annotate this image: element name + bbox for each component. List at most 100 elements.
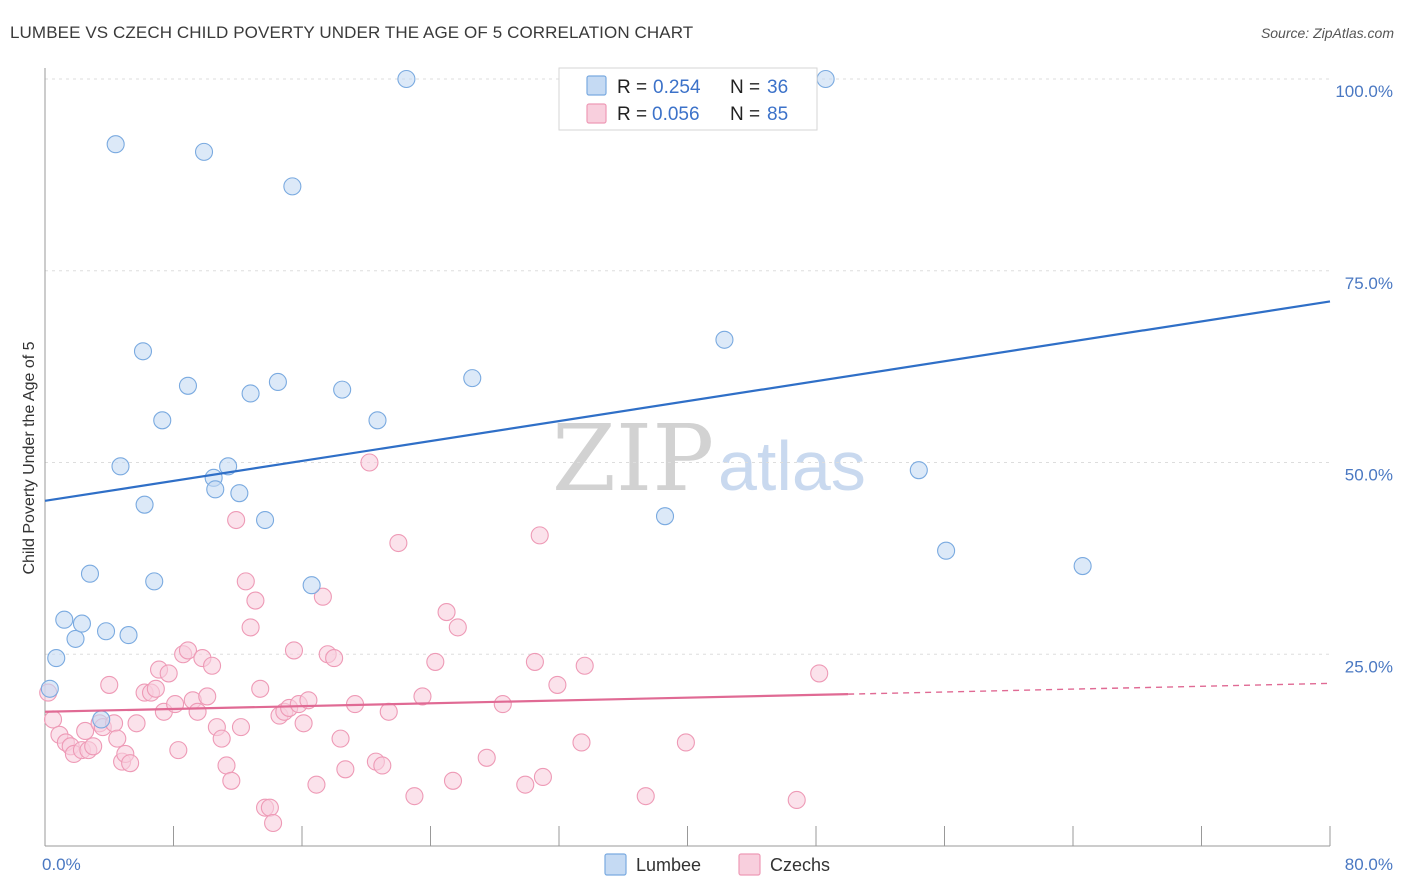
lumbee-point-2 [55, 610, 74, 629]
lumbee-point-21 [241, 384, 260, 403]
czech-point-69 [437, 603, 456, 622]
czech-point-14 [108, 729, 127, 748]
y-tick-label-3: 100.0% [1335, 82, 1393, 101]
legend-n-label-lumbee: N = [730, 77, 760, 98]
lumbee-point-6 [96, 622, 116, 641]
czech-point-35 [212, 729, 231, 748]
czech-point-38 [227, 510, 246, 530]
lumbee-point-14 [153, 411, 172, 430]
lumbee-point-34 [937, 541, 956, 560]
czech-point-70 [443, 771, 463, 790]
czech-point-78 [548, 675, 567, 694]
series-lumbee [40, 69, 1092, 729]
lumbee-point-35 [1073, 556, 1092, 576]
czech-point-65 [389, 533, 408, 553]
bottom-legend-label-lumbee: Lumbee [636, 855, 701, 875]
legend: R = 0.254 N = 36 R = 0.056 N = 85 [558, 67, 818, 131]
czech-point-18 [127, 714, 146, 733]
lumbee-point-29 [463, 369, 482, 388]
legend-swatch-czechs [586, 103, 607, 124]
legend-n-value-lumbee: 36 [767, 77, 788, 98]
czech-point-75 [525, 652, 544, 671]
czech-point-73 [493, 695, 512, 714]
trend-line-czechs [44, 693, 849, 713]
bottom-legend-swatch-czechs [738, 853, 761, 876]
czech-point-43 [251, 679, 270, 698]
trend-line-czechs-extension [848, 682, 1331, 695]
lumbee-point-10 [119, 626, 138, 645]
legend-r-value-lumbee: 0.254 [653, 77, 701, 98]
lumbee-point-13 [145, 572, 164, 591]
lumbee-point-28 [397, 69, 416, 89]
bottom-legend-label-czechs: Czechs [770, 855, 830, 875]
czech-point-66 [405, 787, 424, 806]
lumbee-point-33 [909, 461, 928, 480]
grid-lines [45, 78, 1330, 655]
czech-point-55 [313, 587, 332, 606]
czech-point-39 [231, 718, 251, 737]
x-tick-labels: 0.0% 80.0% [42, 855, 1393, 874]
lumbee-point-0 [40, 679, 59, 698]
legend-n-label-czechs: N = [730, 104, 760, 125]
x-ticks [44, 826, 1331, 846]
czech-point-58 [331, 729, 350, 748]
lumbee-point-1 [47, 649, 66, 668]
watermark-zip: ZIP [552, 405, 714, 512]
lumbee-point-5 [80, 564, 100, 583]
czech-point-81 [636, 787, 655, 806]
lumbee-point-9 [111, 457, 130, 476]
czech-point-26 [169, 741, 188, 760]
lumbee-point-18 [206, 480, 225, 499]
bottom-legend-swatch-lumbee [604, 853, 627, 876]
czech-point-37 [222, 771, 241, 790]
y-tick-label-0: 25.0% [1345, 657, 1393, 676]
czech-point-50 [284, 641, 304, 660]
czech-point-63 [373, 756, 392, 775]
czech-point-82 [676, 733, 695, 752]
lumbee-point-20 [230, 484, 249, 503]
czech-point-40 [236, 572, 255, 591]
lumbee-point-15 [178, 376, 198, 395]
legend-r-label-lumbee: R = [617, 77, 647, 98]
czech-point-36 [217, 756, 236, 775]
y-tick-labels: 25.0% 50.0% 75.0% 100.0% [1335, 82, 1393, 676]
czech-point-76 [530, 526, 549, 545]
x-tick-label-1: 80.0% [1345, 855, 1393, 874]
lumbee-point-16 [194, 142, 214, 161]
czech-point-77 [533, 767, 552, 787]
czech-point-24 [159, 664, 178, 683]
czech-point-32 [198, 687, 217, 706]
czech-point-46 [264, 813, 283, 833]
czech-point-57 [325, 649, 344, 668]
legend-n-value-czechs: 85 [767, 104, 788, 125]
czech-point-1 [43, 710, 63, 729]
lumbee-point-31 [715, 330, 734, 349]
czech-point-12 [100, 675, 119, 694]
lumbee-point-4 [72, 614, 91, 633]
bottom-legend: Lumbee Czechs [604, 853, 830, 876]
trend-line-lumbee [44, 300, 1331, 502]
czech-point-53 [299, 691, 318, 710]
lumbee-point-32 [816, 69, 835, 89]
lumbee-point-30 [655, 507, 675, 526]
legend-r-value-czechs: 0.056 [652, 104, 700, 125]
trend-lines [44, 300, 1331, 713]
czech-point-61 [360, 453, 379, 472]
czech-point-67 [413, 687, 432, 706]
czech-point-28 [178, 641, 198, 660]
czech-point-21 [146, 679, 165, 698]
czech-point-33 [203, 656, 222, 675]
lumbee-point-3 [66, 629, 85, 648]
czech-point-7 [76, 721, 95, 741]
czech-point-83 [787, 790, 806, 810]
czech-point-72 [477, 748, 496, 767]
czech-point-71 [448, 618, 467, 637]
czech-point-52 [294, 714, 313, 733]
czech-point-79 [572, 733, 591, 752]
lumbee-point-23 [268, 372, 287, 392]
czech-point-42 [246, 591, 265, 610]
chart-title: LUMBEE VS CZECH CHILD POVERTY UNDER THE … [10, 23, 694, 42]
y-tick-label-1: 50.0% [1345, 466, 1393, 485]
legend-r-label-czechs: R = [617, 104, 647, 125]
czech-point-80 [575, 656, 594, 675]
